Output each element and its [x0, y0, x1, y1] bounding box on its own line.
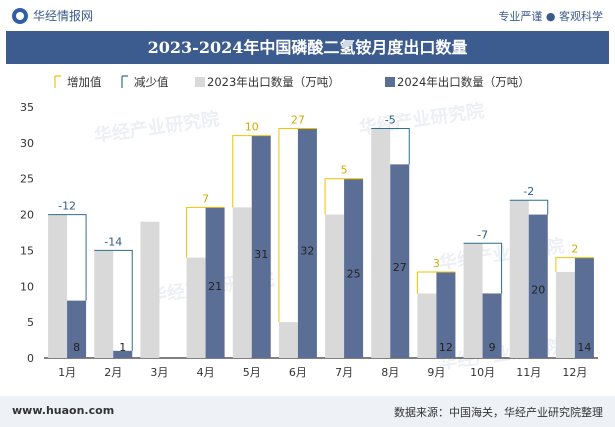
- tagline: 专业严谨 ● 客观科学: [498, 10, 603, 23]
- chart: 华经产业研究院华经产业研究院华经产业研究院华经产业研究院华经产业研究院增加值减少…: [20, 75, 598, 379]
- brand: 华经情报网: [12, 7, 93, 24]
- diff-bracket-9: [463, 242, 503, 294]
- x-tick-label-0: 1月: [58, 366, 76, 379]
- data-label-2024-9: 9: [489, 341, 496, 354]
- top-bar: 华经情报网 专业严谨 ● 客观科学: [0, 0, 615, 30]
- logo-icon: [12, 7, 28, 24]
- data-label-2024-1: 1: [119, 341, 126, 354]
- y-tick-label-6: 30: [20, 137, 34, 150]
- bar-2024-11: [574, 257, 594, 358]
- diff-label-10: -2: [523, 185, 534, 198]
- bar-2024-6: [344, 178, 364, 358]
- x-tick-label-10: 11月: [516, 366, 541, 379]
- diff-label-1: -14: [104, 235, 122, 248]
- x-tick-label-8: 9月: [427, 366, 445, 379]
- y-tick-label-1: 5: [27, 316, 34, 329]
- x-tick-label-9: 10月: [470, 366, 495, 379]
- footer: www.huaon.com 数据来源：中国海关，华经产业研究院整理: [0, 396, 615, 427]
- data-label-2024-7: 27: [393, 261, 407, 274]
- legend-label-0: 增加值: [67, 75, 102, 89]
- data-label-2024-10: 20: [531, 283, 545, 296]
- x-tick-label-4: 5月: [243, 366, 261, 379]
- bar-2024-1: [113, 350, 133, 358]
- legend-marker-decrease: [121, 75, 128, 88]
- y-tick-label-4: 20: [20, 209, 34, 222]
- bar-2023-2: [140, 221, 160, 358]
- bar-2023-5: [278, 322, 298, 358]
- diff-label-11: 2: [571, 243, 578, 256]
- legend-label-3: 2024年出口数量（万吨）: [397, 75, 530, 89]
- legend-marker-increase: [54, 75, 61, 88]
- bar-2024-10: [528, 214, 548, 358]
- diff-label-6: 5: [341, 164, 348, 177]
- bar-2023-8: [417, 293, 437, 358]
- brand-name: 华经情报网: [33, 9, 94, 23]
- x-tick-label-2: 3月: [150, 366, 168, 379]
- legend-label-1: 减少值: [134, 75, 169, 89]
- legend-marker-2023: [195, 77, 205, 87]
- x-tick-label-3: 4月: [197, 366, 215, 379]
- footer-source: 数据来源：中国海关，华经产业研究院整理: [394, 406, 603, 419]
- chart-title: 2023-2024年中国磷酸二氢铵月度出口数量: [6, 31, 609, 64]
- diff-label-3: 7: [202, 192, 209, 205]
- data-label-2024-11: 14: [577, 341, 591, 354]
- bar-2023-9: [463, 243, 483, 358]
- diff-label-5: 27: [291, 114, 305, 127]
- diff-bracket-8: [416, 271, 456, 294]
- data-label-2024-5: 32: [300, 245, 314, 258]
- legend-label-2: 2023年出口数量（万吨）: [207, 75, 340, 89]
- data-label-2024-8: 12: [439, 341, 453, 354]
- data-label-2024-3: 21: [208, 280, 222, 293]
- bar-2023-11: [555, 271, 575, 358]
- data-label-2024-4: 31: [254, 248, 268, 261]
- diff-bracket-11: [555, 257, 594, 272]
- y-tick-label-2: 10: [20, 280, 34, 293]
- x-tick-label-11: 12月: [562, 366, 587, 379]
- diff-bracket-4: [232, 135, 271, 208]
- y-tick-label-7: 35: [20, 101, 34, 114]
- data-label-2024-0: 8: [73, 341, 80, 354]
- diff-label-0: -12: [58, 200, 76, 213]
- y-tick-label-0: 0: [27, 352, 34, 365]
- x-tick-label-5: 6月: [289, 366, 307, 379]
- diff-bracket-1: [94, 249, 133, 351]
- bar-2024-0: [67, 300, 87, 358]
- bar-2024-5: [297, 128, 317, 358]
- bar-2023-4: [232, 207, 252, 358]
- y-tick-label-3: 15: [20, 244, 34, 257]
- bar-2024-3: [205, 207, 225, 358]
- data-label-2024-6: 25: [347, 267, 361, 280]
- bar-2023-3: [186, 257, 206, 358]
- bar-2023-10: [509, 200, 529, 358]
- diff-label-8: 3: [433, 257, 440, 270]
- bar-2024-7: [390, 164, 410, 358]
- bar-2024-8: [436, 271, 456, 358]
- diff-label-4: 10: [245, 121, 259, 134]
- diff-bracket-10: [509, 199, 549, 215]
- diff-label-9: -7: [477, 228, 488, 241]
- bar-2024-4: [251, 135, 271, 358]
- bar-2023-7: [371, 128, 391, 358]
- diff-bracket-7: [371, 128, 410, 165]
- bar-2023-1: [94, 250, 114, 358]
- x-tick-label-6: 7月: [335, 366, 353, 379]
- legend-marker-2024: [385, 77, 395, 87]
- bar-2023-0: [48, 214, 68, 358]
- x-tick-label-1: 2月: [104, 366, 122, 379]
- y-tick-label-5: 25: [20, 173, 34, 186]
- diff-bracket-3: [186, 206, 225, 258]
- footer-site: www.huaon.com: [12, 404, 115, 417]
- diff-bracket-0: [48, 214, 87, 301]
- diff-label-7: -5: [385, 114, 396, 127]
- diff-bracket-5: [278, 128, 317, 323]
- watermark-0: 华经产业研究院: [93, 108, 221, 147]
- diff-bracket-6: [324, 178, 364, 215]
- bar-2024-9: [482, 293, 502, 358]
- bar-2023-6: [325, 214, 345, 358]
- x-tick-label-7: 8月: [381, 366, 399, 379]
